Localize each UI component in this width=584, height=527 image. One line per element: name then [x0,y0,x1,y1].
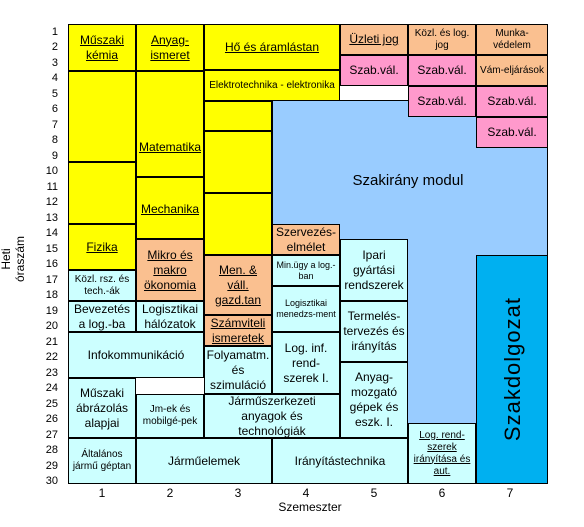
row-label: 19 [45,305,58,317]
subject-matematika-block-2 [136,71,204,177]
col-label: 3 [234,486,242,500]
subject-mechanika: Mechanika [140,201,200,216]
subject-bevezetes-log: Bevezetés a log.-ba [68,301,136,332]
subject-mechanika-block-2 [136,177,204,239]
y-axis-label: Heti óraszám [0,236,27,283]
row-label: 25 [45,398,58,410]
row-label: 15 [45,243,58,255]
subject-anyagismeret: Anyag-ismeret [136,24,204,71]
row-label: 1 [51,26,58,38]
subject-szabval-6b: Szab.vál. [408,86,476,117]
col-label: 1 [98,486,106,500]
col-label: 6 [438,486,446,500]
row-label: 10 [45,165,58,177]
specialization-module-label: Szakirány modul [352,171,464,189]
subject-log-inf-rendszerek: Log. inf. rend-szerek I. [272,332,340,394]
subject-fizika: Fizika [68,224,136,270]
subject-matematika-block [68,71,136,162]
x-axis-label: Szemeszter [278,500,342,514]
row-label: 18 [45,289,58,301]
row-label: 8 [51,134,58,146]
subject-termelestervezes: Termelés-tervezés és irányítás [340,301,408,362]
row-label: 20 [45,320,58,332]
subject-muszaki-kemia: Műszaki kémia [68,24,136,71]
subject-vameljarasok: Vám-eljárások [476,55,548,86]
row-label: 21 [45,336,58,348]
subject-yellow-filler [204,101,272,131]
subject-ipari-gyartasi: Ipari gyártási rendszerek [340,239,408,301]
subject-kozl-log-jog: Közl. és log. jog [408,24,476,55]
subject-szervezeselmelet: Szervezés-elmélet [272,224,340,255]
row-label: 28 [45,444,58,456]
subject-logisztikai-menedzsment: Logisztikai menedzs-ment [272,286,340,332]
subject-altalanos-jarmugeptan: Általános jármű géptan [68,438,136,484]
row-label: 16 [45,258,58,270]
row-label: 26 [45,413,58,425]
row-label: 3 [51,57,58,69]
subject-infokommunikacio: Infokommunikáció [68,332,204,378]
subject-szabval-7b: Szab.vál. [476,117,548,148]
subject-men-vall-gazd: Men. & váll. gazd.tan [204,255,272,315]
subject-ho-aramlastan: Hő és áramlástan [204,24,340,70]
subject-mechanika-block [68,162,136,224]
subject-folyamatmodellezes: Folyamatm. és szimuláció [204,346,272,394]
subject-szabval-5: Szab.vál. [340,55,408,86]
subject-mikro-makro: Mikro és makro ökonomia [136,239,204,301]
subject-anyagmozgato: Anyag-mozgató gépek és eszk. I. [340,362,408,438]
row-label: 2 [51,41,58,53]
col-label: 4 [302,486,310,500]
row-label: 30 [45,475,58,487]
subject-jarmuszerkezeti: Járműszerkezeti anyagok és technológiák [204,394,340,438]
subject-jarmuelemek: Járműelemek [136,438,272,484]
row-label: 4 [51,72,58,84]
row-label: 23 [45,367,58,379]
subject-munkavedelem: Munka-védelem [476,24,548,55]
row-label: 6 [51,103,58,115]
row-label: 14 [45,227,58,239]
row-label: 24 [45,382,58,394]
subject-uzleti-jog: Üzleti jog [340,24,408,55]
row-label: 27 [45,429,58,441]
subject-szabval-7a: Szab.vál. [476,86,548,117]
subject-elektrotechnika: Elektrotechnika - elektronika [204,70,340,101]
row-label: 29 [45,460,58,472]
col-label: 2 [166,486,174,500]
row-label: 22 [45,351,58,363]
row-label: 13 [45,212,58,224]
subject-iranyitastechnika: Irányítástechnika [272,438,408,484]
subject-min-ugy-log: Min.ügy a log.-ban [272,255,340,286]
subject-jarmuvek-mobilgepek: Jm-ek és mobilgé-pek [136,394,204,438]
row-label: 17 [45,274,58,286]
row-label: 12 [45,196,58,208]
row-label: 9 [51,150,58,162]
subject-muszaki-abrazolas: Műszaki ábrázolás alapjai [68,378,136,438]
subject-logisztikai-halozatok: Logisztikai hálózatok [136,301,204,332]
col-label: 7 [506,486,514,500]
subject-szakdolgozat: Szakdolgozat [476,255,548,484]
subject-szamviteli: Számviteli ismeretek [204,315,272,346]
subject-mechanika-block-3 [204,193,272,255]
row-label: 5 [51,88,58,100]
row-label: 7 [51,119,58,131]
subject-matematika-block-3 [204,131,272,193]
col-label: 5 [370,486,378,500]
subject-matematika: Matematika [138,139,202,154]
row-label: 11 [46,181,58,193]
subject-log-rendszerek-iranyitasa: Log. rend-szerek irányítása és aut. [408,423,476,484]
subject-kozl-rsz-tech: Közl. rsz. és tech.-ák [68,270,136,301]
subject-szabval-6a: Szab.vál. [408,55,476,86]
szakdolgozat-label: Szakdolgozat [499,297,525,442]
